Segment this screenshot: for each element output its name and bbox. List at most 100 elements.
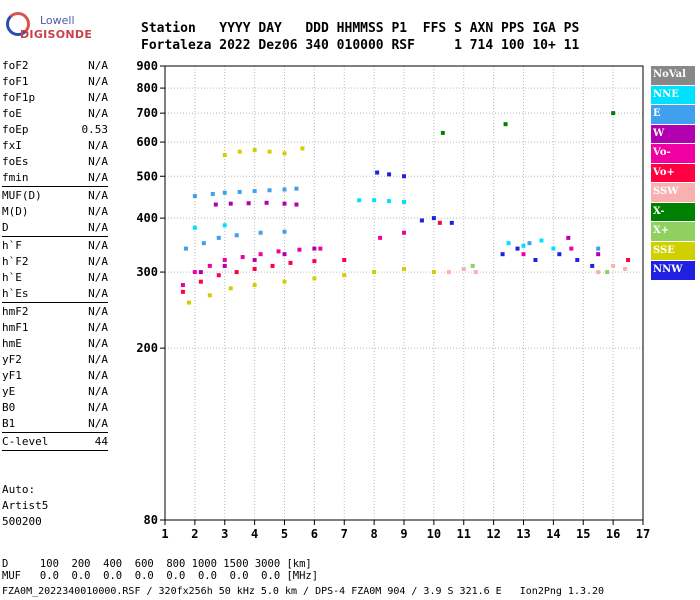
data-point-nne — [372, 198, 377, 203]
plot-frame — [164, 65, 644, 521]
data-point-vo- — [378, 235, 383, 240]
param-value: N/A — [88, 369, 108, 382]
legend-item-ssw: SSW — [651, 183, 695, 202]
y-tick-label: 600 — [136, 135, 158, 149]
data-point-e — [527, 241, 532, 246]
data-point-vo- — [276, 249, 281, 254]
data-point-w — [228, 201, 233, 206]
auto-version: 500200 — [2, 515, 42, 528]
data-point-vo- — [234, 270, 239, 275]
data-point-sse — [222, 152, 227, 157]
chart-ticks: 1 2 3 4 5 6 7 8 9 10 11 12 13 14 15 16 17802003004005006… — [136, 59, 650, 541]
y-tick-label: 300 — [136, 265, 158, 279]
data-point-nne — [357, 198, 362, 203]
data-point-nnw — [500, 252, 505, 257]
data-point-w — [282, 252, 287, 257]
param-name: B1 — [2, 417, 16, 430]
param-row: yF2 N/A — [2, 352, 108, 368]
param-name: h`E — [2, 271, 22, 284]
data-point-ssw — [446, 270, 451, 275]
data-point-vo- — [569, 246, 574, 251]
data-point-nnw — [557, 252, 562, 257]
data-point-e — [210, 191, 215, 196]
data-point-x- — [503, 122, 508, 127]
data-point-ssw — [461, 266, 466, 271]
data-point-e — [216, 235, 221, 240]
param-name: fmin — [2, 171, 29, 184]
data-point-e — [258, 230, 263, 235]
data-point-sse — [252, 283, 257, 288]
logo-text-digisonde: DIGISONDE — [20, 28, 93, 41]
param-name: yF1 — [2, 369, 22, 382]
param-name: MUF(D) — [2, 189, 42, 202]
param-name: M(D) — [2, 205, 29, 218]
y-tick-label: 80 — [144, 513, 158, 527]
param-name: h`Es — [2, 287, 29, 300]
param-value: N/A — [88, 305, 108, 318]
data-point-sse — [372, 270, 377, 275]
param-value: N/A — [88, 171, 108, 184]
data-point-vo- — [288, 260, 293, 265]
param-name: fxI — [2, 139, 22, 152]
footer-muf-table: D 100 200 400 600 800 1000 1500 3000 [km… — [2, 558, 318, 582]
data-point-w — [312, 246, 317, 251]
header-labels: Station YYYY DAY DDD HHMMSS P1 FFS S AXN… — [141, 21, 580, 36]
y-tick-label: 800 — [136, 81, 158, 95]
data-point-w — [198, 270, 203, 275]
param-row: fxI N/A — [2, 138, 108, 154]
autoscaling-info: Auto: Artist5 500200 — [2, 482, 108, 530]
data-point-ssw — [611, 263, 616, 268]
x-tick-label: 4 — [251, 527, 258, 541]
param-separator — [2, 186, 108, 187]
legend-item-noval: NoVal — [651, 66, 695, 85]
data-point-sse — [237, 149, 242, 154]
data-point-e — [237, 189, 242, 194]
data-point-e — [282, 187, 287, 192]
data-point-e — [201, 241, 206, 246]
data-point-vo- — [192, 270, 197, 275]
data-point-vo- — [626, 257, 631, 262]
data-point-x- — [611, 111, 616, 116]
data-point-x- — [440, 130, 445, 135]
param-row: B0 N/A — [2, 400, 108, 416]
x-tick-label: 17 — [636, 527, 650, 541]
param-row: yF1 N/A — [2, 368, 108, 384]
data-point-nnw — [419, 218, 424, 223]
data-point-w — [213, 202, 218, 207]
data-point-e — [282, 229, 287, 234]
param-value: N/A — [88, 189, 108, 202]
x-tick-label: 3 — [221, 527, 228, 541]
param-name: D — [2, 221, 9, 234]
param-row: fmin N/A — [2, 170, 108, 186]
scaled-parameters-panel: foF2 N/A foF1 N/A foF1p N/A foE N/A foEp 0.53 fxI N… — [2, 58, 108, 452]
param-row: foEs N/A — [2, 154, 108, 170]
data-point-vo- — [222, 257, 227, 262]
footer-file-info: FZA0M_2022340010000.RSF / 320fx256h 50 k… — [2, 586, 605, 597]
polarization-legend: NoVal NNE E W Vo- Vo+ SSW X- X+ SSE NNW — [651, 66, 695, 281]
data-point-vo- — [318, 246, 323, 251]
data-point-w — [252, 257, 257, 262]
data-point-nne — [521, 243, 526, 248]
param-name: foF1 — [2, 75, 29, 88]
data-point-w — [282, 201, 287, 206]
data-point-sse — [402, 266, 406, 271]
x-tick-label: 12 — [486, 527, 500, 541]
y-tick-label: 900 — [136, 59, 158, 73]
data-point-vo- — [216, 273, 221, 278]
param-name: hmF2 — [2, 305, 29, 318]
data-point-w — [246, 201, 251, 206]
param-value: 0.53 — [81, 123, 109, 136]
x-tick-label: 11 — [457, 527, 471, 541]
data-point-ssw — [596, 270, 601, 275]
data-point-nne — [551, 246, 556, 251]
data-point-vo- — [402, 230, 406, 235]
logo-text-lowell: Lowell — [40, 14, 75, 27]
param-name: foE — [2, 107, 22, 120]
logo-ring-icon — [6, 12, 30, 36]
param-row: C-level 44 — [2, 434, 108, 450]
param-row: MUF(D) N/A — [2, 188, 108, 204]
data-point-w — [294, 202, 299, 207]
x-tick-label: 5 — [281, 527, 288, 541]
data-point-nne — [539, 238, 544, 243]
param-name: h`F2 — [2, 255, 29, 268]
